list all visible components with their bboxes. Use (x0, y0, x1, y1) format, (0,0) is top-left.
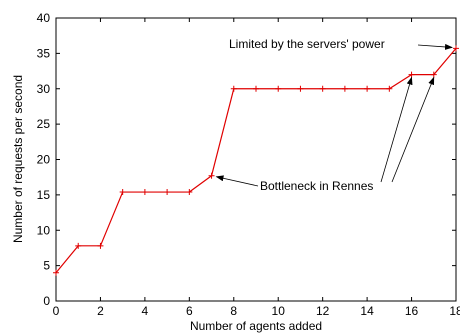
y-tick-label: 25 (37, 117, 51, 131)
x-tick-label: 8 (230, 304, 237, 318)
y-tick-label: 5 (43, 259, 50, 273)
data-point (119, 189, 126, 196)
x-tick-label: 4 (142, 304, 149, 318)
annotation-arrow (417, 43, 453, 50)
data-point (141, 189, 148, 196)
data-point (53, 269, 59, 276)
x-tick-label: 14 (360, 304, 374, 318)
x-axis-label: Number of agents added (190, 319, 322, 333)
plot-area (55, 17, 457, 302)
series-layer (53, 45, 459, 276)
annotation-bottleneck: Bottleneck in Rennes (260, 179, 373, 193)
x-tick-label: 16 (405, 304, 419, 318)
y-tick-label: 15 (37, 188, 51, 202)
annotation-arrow (391, 76, 435, 183)
x-tick-label: 2 (97, 304, 104, 318)
x-tick-label: 12 (316, 304, 330, 318)
x-tick-label: 6 (186, 304, 193, 318)
data-point (164, 189, 171, 196)
data-point (75, 242, 82, 249)
x-tick-label: 0 (53, 304, 60, 318)
data-point (253, 85, 259, 92)
axis-ticks: 0 2 4 6 8 10 12 14 16 18 0 5 10 15 20 25 30 35 40 (37, 11, 460, 318)
y-tick-label: 40 (37, 11, 51, 25)
annotations-layer: Limited by the servers' power Bottleneck … (215, 37, 453, 193)
y-axis-label: Number of requests per second (11, 75, 25, 243)
y-tick-label: 0 (43, 294, 50, 308)
data-point (319, 85, 326, 92)
data-point (386, 85, 393, 92)
annotation-servers-power: Limited by the servers' power (229, 37, 385, 51)
data-point (430, 71, 437, 78)
data-point (453, 45, 459, 52)
data-point (230, 85, 237, 92)
data-point (275, 85, 282, 92)
y-tick-label: 10 (37, 223, 51, 237)
data-point (186, 189, 193, 196)
annotation-arrow (215, 175, 259, 187)
x-tick-label: 18 (449, 304, 460, 318)
x-tick-label: 10 (272, 304, 286, 318)
y-tick-label: 35 (37, 46, 51, 60)
y-tick-label: 30 (37, 82, 51, 96)
data-point (297, 85, 304, 92)
data-point (364, 85, 371, 92)
data-point (208, 172, 215, 179)
data-point (97, 242, 104, 249)
y-tick-label: 20 (37, 153, 51, 167)
data-point (408, 71, 415, 78)
annotation-arrow (380, 76, 413, 183)
series-line (55, 48, 457, 274)
data-point (341, 85, 348, 92)
